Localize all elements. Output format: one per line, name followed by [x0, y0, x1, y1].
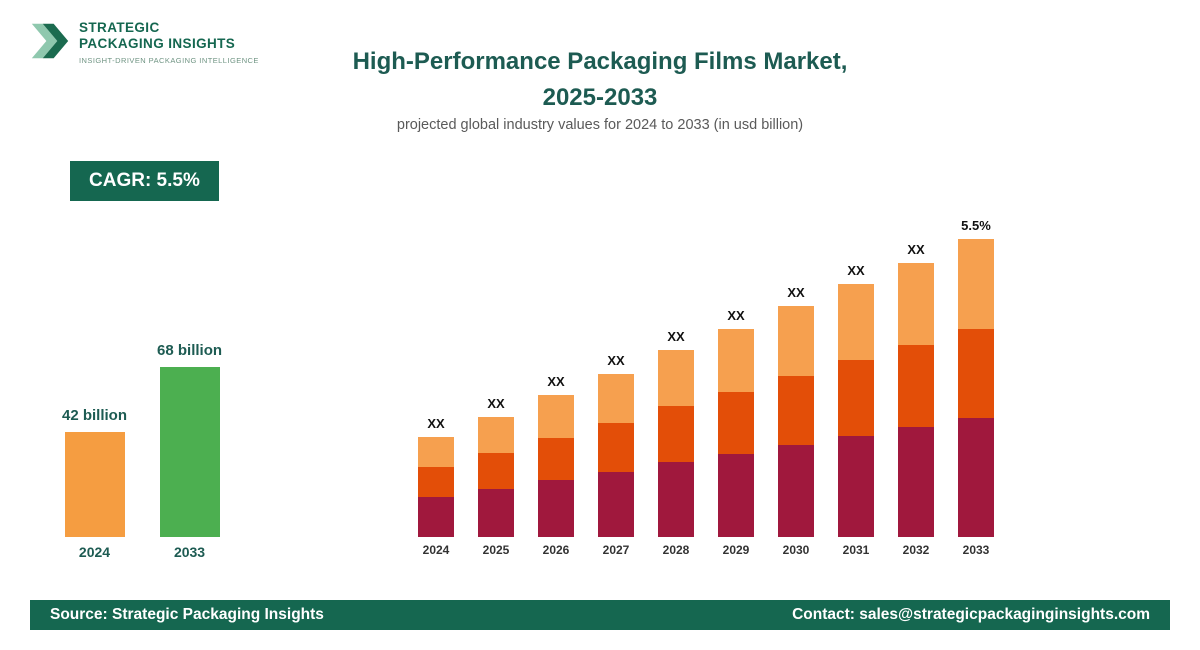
stacked-bar-segment: [718, 454, 754, 537]
stacked-bar-group: 5.5% 2033: [958, 207, 994, 557]
comparison-bar: [159, 367, 220, 537]
comparison-year-label: 2024: [78, 544, 111, 560]
stacked-bar-area: XX: [778, 207, 814, 537]
stacked-bar-segment: [838, 360, 874, 436]
stacked-bar-segment: [958, 329, 994, 418]
stacked-year-label: 2026: [542, 543, 570, 557]
logo-line2: PACKAGING INSIGHTS: [79, 35, 236, 51]
comparison-value-label: 42 billion: [62, 407, 128, 424]
stacked-bar-segment: [658, 406, 694, 462]
stacked-bar-segment: [598, 472, 634, 537]
stacked-bar-segment: [418, 467, 454, 497]
stacked-bar-group: XX 2028: [658, 207, 694, 557]
stacked-bar-area: XX: [838, 207, 874, 537]
stacked-bar-value-label: XX: [787, 285, 805, 300]
stacked-bar-segment: [538, 438, 574, 480]
stacked-bar-segment: [718, 329, 754, 392]
stacked-bar-segment: [898, 345, 934, 427]
stacked-bar-group: XX 2025: [478, 207, 514, 557]
comparison-bar-group: 42 billion 2024: [62, 337, 127, 560]
stacked-bar-area: XX: [418, 207, 454, 537]
stacked-bar-value-label: XX: [727, 308, 745, 323]
stacked-bar-segment: [478, 453, 514, 489]
stacked-year-label: 2025: [482, 543, 510, 557]
logo-text: STRATEGIC PACKAGING INSIGHTS INSIGHT-DRI…: [79, 16, 259, 65]
stacked-bar-area: XX: [718, 207, 754, 537]
stacked-bar-segment: [778, 306, 814, 376]
stacked-bar-segment: [538, 395, 574, 438]
stacked-year-label: 2030: [782, 543, 810, 557]
stacked-bar-area: XX: [598, 207, 634, 537]
stacked-bar-segment: [658, 350, 694, 406]
cagr-badge: CAGR: 5.5%: [70, 161, 219, 201]
stacked-bar-segment: [478, 489, 514, 537]
stacked-bar-group: XX 2027: [598, 207, 634, 557]
logo-line1: STRATEGIC: [79, 20, 160, 35]
stacked-bar-value-label: XX: [907, 242, 925, 257]
stacked-bar-segment: [958, 418, 994, 537]
stacked-bar-value-label: XX: [427, 416, 445, 431]
stacked-bar-area: XX: [478, 207, 514, 537]
stacked-bar-area: 5.5%: [958, 207, 994, 537]
stacked-bar-segment: [838, 436, 874, 537]
stacked-bar-segment: [898, 263, 934, 345]
stacked-year-label: 2028: [662, 543, 690, 557]
stacked-bar-segment: [778, 445, 814, 537]
stacked-bar-segment: [418, 497, 454, 537]
comparison-bar: [64, 432, 125, 537]
logo-tagline: INSIGHT-DRIVEN PACKAGING INTELLIGENCE: [79, 56, 259, 66]
stacked-bar-group: XX 2026: [538, 207, 574, 557]
stacked-bar-area: XX: [538, 207, 574, 537]
stacked-bar-segment: [838, 284, 874, 360]
stacked-bar-segment: [778, 376, 814, 445]
stacked-bar-area: XX: [658, 207, 694, 537]
comparison-bar-area: 42 billion: [62, 337, 127, 537]
stacked-year-label: 2031: [842, 543, 870, 557]
stacked-year-label: 2024: [422, 543, 450, 557]
footer-source-text: Source: Strategic Packaging Insights: [50, 606, 324, 623]
page-subtitle: projected global industry values for 202…: [396, 117, 804, 133]
stacked-bar-group: XX 2031: [838, 207, 874, 557]
stacked-year-label: 2032: [902, 543, 930, 557]
stacked-bar-segment: [898, 427, 934, 537]
stacked-bar-segment: [718, 392, 754, 454]
comparison-bar-area: 68 billion: [157, 337, 222, 537]
stacked-bar-segment: [478, 417, 514, 453]
stacked-year-label: 2033: [962, 543, 990, 557]
comparison-bar-group: 68 billion 2033: [157, 337, 222, 560]
stacked-bar-value-label: 5.5%: [961, 218, 991, 233]
comparison-value-label: 68 billion: [157, 342, 223, 359]
stacked-bar-group: XX 2029: [718, 207, 754, 557]
stacked-year-label: 2029: [722, 543, 750, 557]
stacked-bar-group: XX 2024: [418, 207, 454, 557]
page-title: High-Performance Packaging Films Market,…: [0, 44, 1200, 116]
footer-bar: Source: Strategic Packaging Insights Con…: [30, 600, 1170, 630]
stacked-bar-segment: [598, 374, 634, 423]
stacked-bar-value-label: XX: [667, 329, 685, 344]
stacked-bar-area: XX: [898, 207, 934, 537]
comparison-chart: 42 billion 2024 68 billion 2033: [62, 337, 222, 560]
stacked-bar-segment: [538, 480, 574, 537]
footer-contact-text: Contact: sales@strategicpackaginginsight…: [792, 606, 1150, 623]
stacked-bar-value-label: XX: [487, 396, 505, 411]
stacked-bar-group: XX 2030: [778, 207, 814, 557]
stacked-bar-value-label: XX: [547, 374, 565, 389]
stacked-chart: XX 2024 XX 2025 XX 2026 XX 2027 XX 2028 XX 2029 XX 20…: [418, 207, 994, 557]
stacked-bar-segment: [598, 423, 634, 472]
stacked-bar-group: XX 2032: [898, 207, 934, 557]
comparison-year-label: 2033: [173, 544, 206, 560]
stacked-year-label: 2027: [602, 543, 630, 557]
stacked-bar-value-label: XX: [607, 353, 625, 368]
stacked-bar-segment: [958, 239, 994, 329]
stacked-bar-value-label: XX: [847, 263, 865, 278]
stacked-bar-segment: [658, 462, 694, 537]
logo: STRATEGIC PACKAGING INSIGHTS INSIGHT-DRI…: [30, 16, 259, 66]
stacked-bar-segment: [418, 437, 454, 467]
logo-chevron-icon: [31, 23, 69, 59]
page-title-line1: High-Performance Packaging Films Market,: [352, 48, 848, 75]
page-title-line2: 2025-2033: [542, 84, 658, 111]
